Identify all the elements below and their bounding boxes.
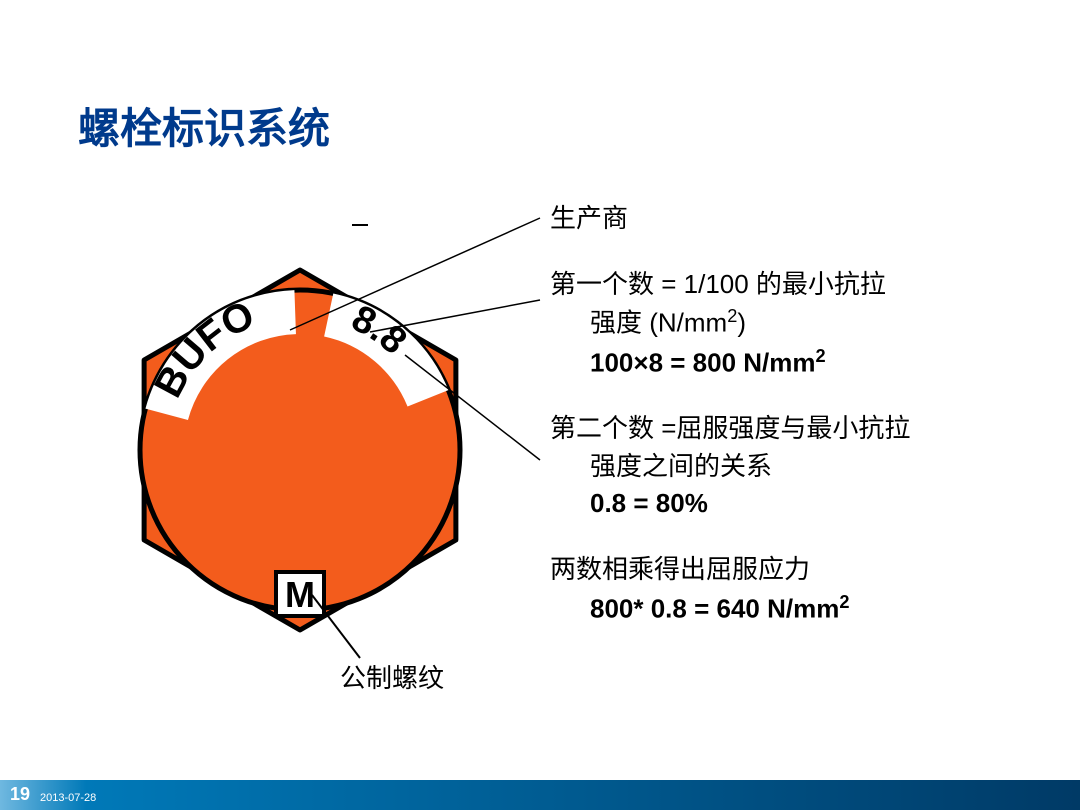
- product-calc-pre: 800* 0.8 = 640 N/mm: [590, 593, 839, 623]
- label-m: M: [285, 574, 315, 615]
- first-number-unit-pre: 强度 (N/mm: [590, 308, 727, 338]
- chip-bufo: [167, 312, 295, 414]
- first-number-unit-sup: 2: [727, 306, 737, 326]
- page-number: 19: [10, 784, 30, 805]
- product-line1: 两数相乘得出屈服应力: [550, 551, 1050, 589]
- first-calc-sup: 2: [816, 346, 826, 366]
- footer-bar: [0, 780, 1080, 810]
- chip-grade: [329, 315, 428, 398]
- label-bufo: BUFO: [146, 293, 261, 405]
- first-calc-pre: 100×8 = 800 N/mm: [590, 347, 816, 377]
- bolt-circle: [140, 290, 460, 610]
- footer-date: 2013-07-28: [40, 792, 96, 804]
- first-number-unit-post: ): [737, 308, 746, 338]
- slide-title: 螺栓标识系统: [78, 95, 330, 156]
- second-number-line1: 第二个数 =屈服强度与最小抗拉: [550, 410, 1050, 448]
- product-calc-sup: 2: [839, 592, 849, 612]
- metric-thread-label: 公制螺纹: [340, 658, 444, 695]
- explanation-column: 生产商 第一个数 = 1/100 的最小抗拉 强度 (N/mm2) 100×8 …: [550, 200, 1050, 656]
- callout-lines: [290, 218, 540, 460]
- second-number-line2: 强度之间的关系: [550, 448, 1050, 486]
- m-box: [276, 572, 324, 616]
- producer-label: 生产商: [550, 200, 1050, 238]
- first-calc: 100×8 = 800 N/mm2: [550, 343, 1050, 382]
- label-grade: 8.8: [345, 297, 414, 362]
- first-number-line1: 第一个数 = 1/100 的最小抗拉: [550, 266, 1050, 304]
- second-calc: 0.8 = 80%: [550, 485, 1050, 523]
- metric-callout-line: [312, 595, 360, 658]
- first-number-line2: 强度 (N/mm2): [550, 303, 1050, 342]
- slide: 螺栓标识系统 BUFO 8.8 M 公制螺纹 生产商 第一个数 = 1/100 …: [0, 0, 1080, 810]
- product-calc: 800* 0.8 = 640 N/mm2: [550, 589, 1050, 628]
